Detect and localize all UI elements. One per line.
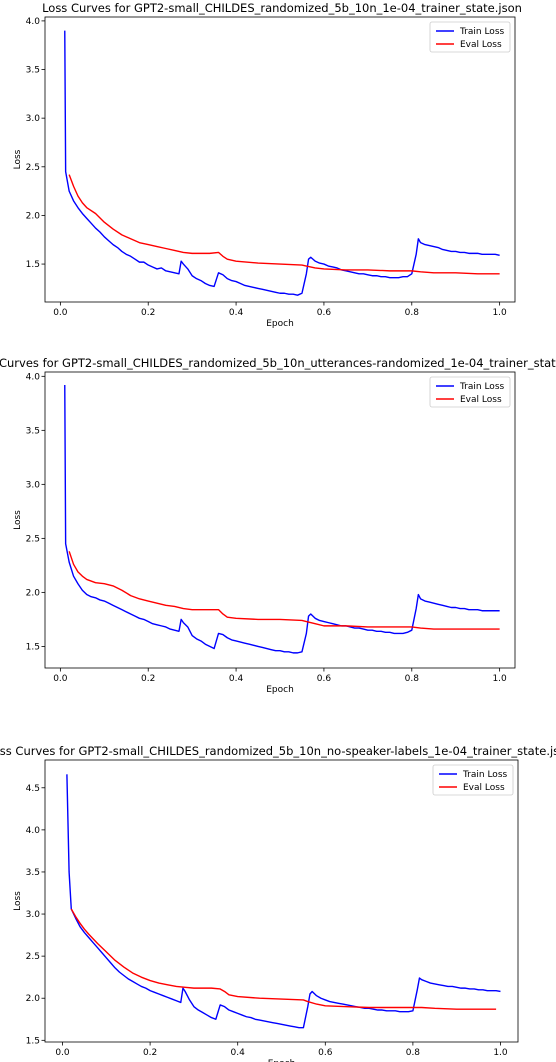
legend-label: Train Loss [459,27,505,37]
series-line-train-loss [66,774,501,1029]
series-line-train-loss [64,30,500,296]
x-tick-label: 0.2 [141,674,155,684]
series-line-eval-loss [68,551,500,630]
chart-title: Loss Curves for GPT2-small_CHILDES_rando… [0,744,556,758]
plot-frame [44,759,519,1043]
x-tick-label: 0.4 [229,674,244,684]
x-axis-label: Epoch [266,685,294,695]
x-tick-label: 0.4 [231,1048,246,1058]
x-tick-label: 0.2 [143,1048,157,1058]
x-tick-label: 1.0 [493,1048,508,1058]
x-tick-label: 0.0 [55,1048,70,1058]
chart-1: Loss Curves for GPT2-small_CHILDES_rando… [0,0,556,354]
x-tick-label: 0.0 [53,308,68,318]
y-tick-label: 1.5 [26,642,40,652]
chart-svg: Loss Curves for GPT2-small_CHILDES_rando… [13,1,522,329]
x-tick-label: 1.0 [492,308,507,318]
y-tick-label: 2.5 [26,163,40,173]
legend-label: Eval Loss [463,783,505,793]
y-tick-label: 2.0 [26,588,41,598]
y-tick-label: 4.0 [26,826,41,836]
series-line-train-loss [64,384,500,654]
y-axis-label: Loss [13,510,23,530]
y-axis-label: Loss [13,149,23,169]
plot-frame [44,371,516,669]
legend-label: Train Loss [462,770,508,780]
chart-title: Loss Curves for GPT2-small_CHILDES_rando… [0,356,556,370]
chart-2: Loss Curves for GPT2-small_CHILDES_rando… [0,354,556,708]
x-tick-label: 0.2 [141,308,155,318]
x-tick-label: 0.0 [53,674,68,684]
x-axis-label: Epoch [268,1059,296,1062]
x-tick-label: 0.8 [405,674,420,684]
x-axis-label: Epoch [266,319,294,329]
x-tick-label: 0.8 [406,1048,421,1058]
y-tick-label: 2.0 [26,211,41,221]
y-tick-label: 4.0 [26,17,41,27]
chart-title: Loss Curves for GPT2-small_CHILDES_rando… [42,1,522,15]
series-line-eval-loss [70,908,497,1010]
chart-svg: Loss Curves for GPT2-small_CHILDES_rando… [0,744,556,1062]
x-tick-label: 0.6 [317,674,332,684]
chart-svg: Loss Curves for GPT2-small_CHILDES_rando… [0,356,556,695]
x-tick-label: 0.4 [229,308,244,318]
legend-label: Eval Loss [460,395,502,405]
y-tick-label: 3.0 [26,114,41,124]
y-tick-label: 3.0 [26,480,41,490]
x-tick-label: 0.6 [318,1048,333,1058]
y-tick-label: 3.5 [26,426,40,436]
chart-3: Loss Curves for GPT2-small_CHILDES_rando… [0,708,556,1062]
y-tick-label: 4.0 [26,372,41,382]
y-tick-label: 2.5 [26,952,40,962]
plot-frame [44,16,516,303]
y-tick-label: 2.0 [26,994,41,1004]
legend-label: Train Loss [459,382,505,392]
y-tick-label: 3.0 [26,910,41,920]
y-tick-label: 1.5 [26,260,40,270]
x-tick-label: 0.8 [405,308,420,318]
y-tick-label: 3.5 [26,868,40,878]
y-tick-label: 2.5 [26,534,40,544]
y-axis-label: Loss [13,891,23,911]
series-line-eval-loss [68,174,500,275]
x-tick-label: 1.0 [492,674,507,684]
y-tick-label: 3.5 [26,66,40,76]
y-tick-label: 4.5 [26,784,40,794]
x-tick-label: 0.6 [317,308,332,318]
legend-label: Eval Loss [460,40,502,50]
y-tick-label: 1.5 [26,1036,40,1046]
